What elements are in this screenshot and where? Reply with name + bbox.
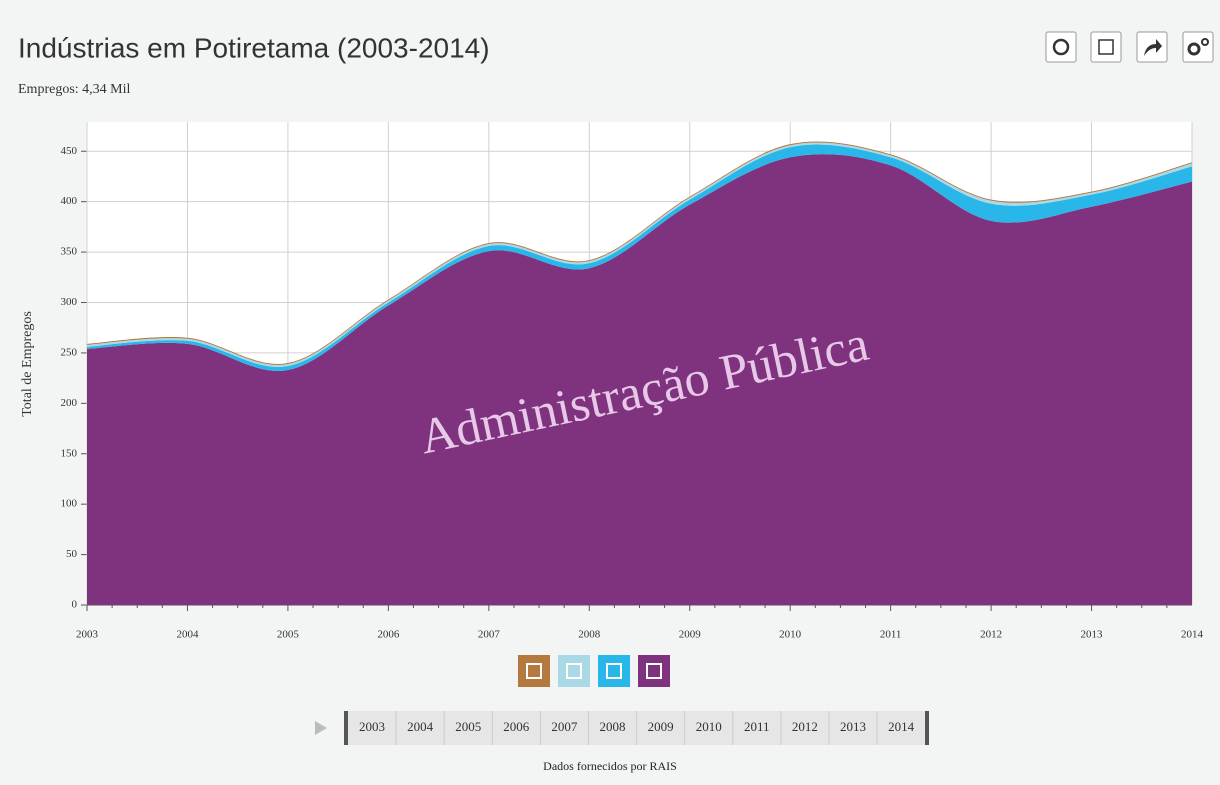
legend-icon (566, 663, 582, 679)
x-tick-label: 2011 (880, 629, 902, 641)
timeline-year[interactable]: 2005 (455, 719, 481, 734)
y-tick-label: 100 (61, 498, 78, 510)
legend-icon (646, 663, 662, 679)
subtitle: Empregos: 4,34 Mil (18, 82, 130, 97)
y-tick-label: 350 (61, 246, 78, 258)
y-tick-label: 50 (66, 548, 78, 560)
y-tick-label: 200 (61, 397, 78, 409)
legend-icon (526, 663, 542, 679)
timeline-handle[interactable] (344, 711, 348, 745)
x-tick-label: 2013 (1081, 629, 1104, 641)
timeline-year[interactable]: 2010 (696, 719, 722, 734)
x-tick-label: 2008 (578, 629, 601, 641)
legend-swatch[interactable] (558, 655, 590, 687)
share-icon (1144, 39, 1162, 56)
timeline-year[interactable]: 2014 (888, 719, 915, 734)
area (87, 154, 1192, 605)
title: Indústrias em Potiretama (2003-2014) (18, 32, 490, 63)
timeline-year[interactable]: 2004 (407, 719, 434, 734)
timeline-year[interactable]: 2006 (503, 719, 530, 734)
timeline-year[interactable]: 2007 (551, 719, 578, 734)
x-tick-label: 2009 (679, 629, 702, 641)
x-tick-label: 2003 (76, 629, 99, 641)
toolbar (1045, 31, 1214, 63)
save-button[interactable] (1090, 31, 1122, 63)
x-tick-label: 2014 (1181, 629, 1204, 641)
y-tick-label: 400 (61, 195, 78, 207)
timeline-year[interactable]: 2011 (744, 719, 770, 734)
gear-icon (1187, 42, 1201, 56)
x-tick-label: 2010 (779, 629, 802, 641)
legend-swatch[interactable] (518, 655, 550, 687)
legend-icon (606, 663, 622, 679)
refresh-button[interactable] (1045, 31, 1077, 63)
x-tick-label: 2005 (277, 629, 300, 641)
timeline-year[interactable]: 2008 (600, 719, 626, 734)
y-tick-label: 150 (61, 447, 78, 459)
gear-icon (1201, 38, 1209, 46)
save-icon (1098, 39, 1114, 55)
y-tick-label: 250 (61, 346, 78, 358)
refresh-icon (1052, 38, 1070, 56)
timeline-year[interactable]: 2003 (359, 719, 385, 734)
timeline-year[interactable]: 2013 (840, 719, 866, 734)
play-button[interactable] (315, 721, 327, 735)
legend-swatch[interactable] (598, 655, 630, 687)
y-tick-label: 300 (61, 296, 78, 308)
x-tick-label: 2006 (377, 629, 400, 641)
y-tick-label: 0 (72, 599, 78, 611)
y-tick-label: 450 (61, 145, 78, 157)
y-axis-label: Total de Empregos (20, 311, 35, 417)
legend-swatch[interactable] (638, 655, 670, 687)
footer: Dados fornecidos por RAIS (543, 759, 677, 773)
x-tick-label: 2004 (176, 629, 199, 641)
timeline-year[interactable]: 2012 (792, 719, 818, 734)
x-tick-label: 2007 (478, 629, 501, 641)
timeline-year[interactable]: 2009 (648, 719, 674, 734)
x-tick-label: 2012 (980, 629, 1002, 641)
timeline-handle[interactable] (925, 711, 929, 745)
